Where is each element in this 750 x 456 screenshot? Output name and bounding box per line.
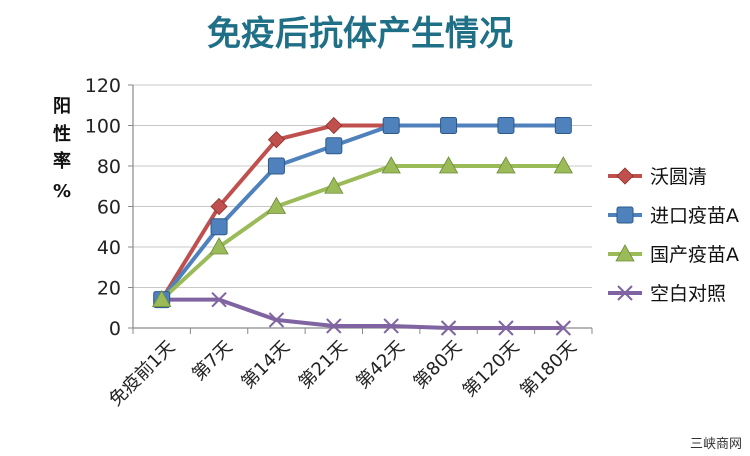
y-tick-label: 40 [97, 237, 121, 259]
legend-label: 国产疫苗A [650, 244, 739, 266]
point-x [383, 318, 399, 334]
point-square [554, 117, 572, 134]
y-axis-label-char: 性 [53, 123, 71, 145]
x-tick-label: 第180天 [516, 337, 581, 402]
point-triangle [553, 156, 573, 174]
point-x [617, 285, 633, 301]
legend-label: 沃圆清 [650, 166, 707, 188]
legend-item: 国产疫苗A [608, 244, 739, 266]
chart-title: 免疫后抗体产生情况 [207, 14, 513, 54]
point-square [497, 117, 515, 134]
series-3 [161, 297, 564, 330]
y-axis-label-char: 阳 [53, 96, 71, 117]
point-x [211, 291, 227, 308]
series-line [160, 164, 564, 302]
y-tick-label: 120 [85, 75, 121, 97]
grid-lines [133, 84, 592, 288]
series-1 [160, 123, 564, 301]
y-tick-label: 0 [109, 318, 121, 340]
point-triangle [266, 196, 287, 214]
y-tick-label: 100 [85, 116, 121, 138]
x-tick-label: 第21天 [295, 337, 352, 394]
legend-item: 进口疫苗A [608, 205, 739, 227]
point-x [498, 320, 514, 336]
y-tick-labels: 0 20 40 60 80 100 120 [85, 75, 121, 340]
x-tick-label: 第80天 [410, 337, 467, 394]
point-triangle [381, 156, 401, 174]
x-tick-label: 第7天 [188, 337, 236, 385]
legend-label: 进口疫苗A [650, 205, 739, 227]
point-x [268, 312, 285, 328]
point-x [326, 318, 342, 334]
point-square [616, 206, 634, 224]
y-axis-label-char: % [53, 181, 71, 202]
point-triangle [496, 156, 516, 174]
series-markers-2 [152, 156, 573, 308]
point-square [440, 117, 458, 134]
point-square [267, 157, 285, 175]
x-tick-label: 第14天 [237, 337, 294, 394]
series-line [160, 123, 564, 301]
axes [128, 84, 593, 334]
point-square [325, 137, 343, 155]
point-x [555, 320, 572, 336]
x-tick-label: 第42天 [352, 337, 409, 394]
point-square [210, 218, 228, 236]
point-triangle [324, 176, 344, 194]
y-tick-label: 80 [97, 156, 121, 178]
series-line [161, 297, 564, 330]
legend-item: 空白对照 [608, 283, 726, 305]
point-triangle [438, 156, 459, 174]
legend-label: 空白对照 [650, 283, 726, 305]
point-diamond [210, 197, 228, 216]
point-diamond [325, 116, 343, 135]
x-tick-label: 免疫前1天 [105, 337, 179, 411]
point-diamond [267, 131, 286, 149]
y-tick-label: 20 [97, 278, 121, 300]
series-group [152, 116, 573, 336]
series-2 [160, 164, 564, 302]
point-triangle [209, 237, 229, 255]
y-axis-label: 阳性率% [53, 96, 71, 202]
legend-item: 沃圆清 [608, 166, 707, 188]
y-tick-label: 60 [97, 197, 121, 219]
point-x [440, 320, 457, 336]
point-triangle [152, 289, 172, 308]
x-tick-label: 第120天 [459, 337, 524, 402]
point-diamond [616, 167, 634, 185]
point-square [382, 117, 400, 134]
series-markers-1 [153, 117, 572, 309]
point-triangle [615, 244, 635, 262]
watermark-text: 三峡商网 [689, 437, 742, 452]
y-axis-label-char: 率 [53, 150, 71, 172]
